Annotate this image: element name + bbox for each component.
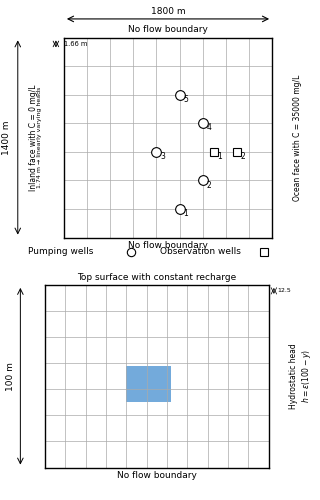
Text: 2: 2 bbox=[241, 152, 245, 161]
Text: No flow boundary: No flow boundary bbox=[117, 470, 197, 480]
Text: 1.74 m → linearly varying heads: 1.74 m → linearly varying heads bbox=[37, 87, 42, 188]
Text: Ocean face with C = 35000 mg/L: Ocean face with C = 35000 mg/L bbox=[293, 74, 302, 200]
Text: Pumping wells: Pumping wells bbox=[28, 247, 93, 256]
Text: 2: 2 bbox=[206, 180, 211, 190]
Bar bbox=[126, 366, 171, 403]
Text: 1: 1 bbox=[183, 209, 188, 218]
Text: 5: 5 bbox=[183, 95, 188, 104]
Text: Inland face with C = 0 mg/L: Inland face with C = 0 mg/L bbox=[29, 84, 38, 190]
Text: Top surface with constant recharge: Top surface with constant recharge bbox=[77, 273, 236, 282]
Text: 1.66 m: 1.66 m bbox=[64, 41, 87, 47]
Text: 100 m: 100 m bbox=[6, 362, 15, 390]
Text: 12.5: 12.5 bbox=[277, 288, 291, 293]
Text: No flow boundary: No flow boundary bbox=[128, 25, 208, 34]
Text: No flow boundary: No flow boundary bbox=[128, 241, 208, 250]
Text: 1800 m: 1800 m bbox=[151, 7, 185, 16]
Text: Hydrostatic head
$h = \varepsilon(100-y)$: Hydrostatic head $h = \varepsilon(100-y)… bbox=[290, 344, 313, 409]
Text: 4: 4 bbox=[206, 124, 211, 132]
Text: 1: 1 bbox=[218, 152, 222, 161]
Text: 1400 m: 1400 m bbox=[2, 120, 11, 155]
Text: Observation wells: Observation wells bbox=[160, 247, 241, 256]
Text: 3: 3 bbox=[160, 152, 165, 161]
